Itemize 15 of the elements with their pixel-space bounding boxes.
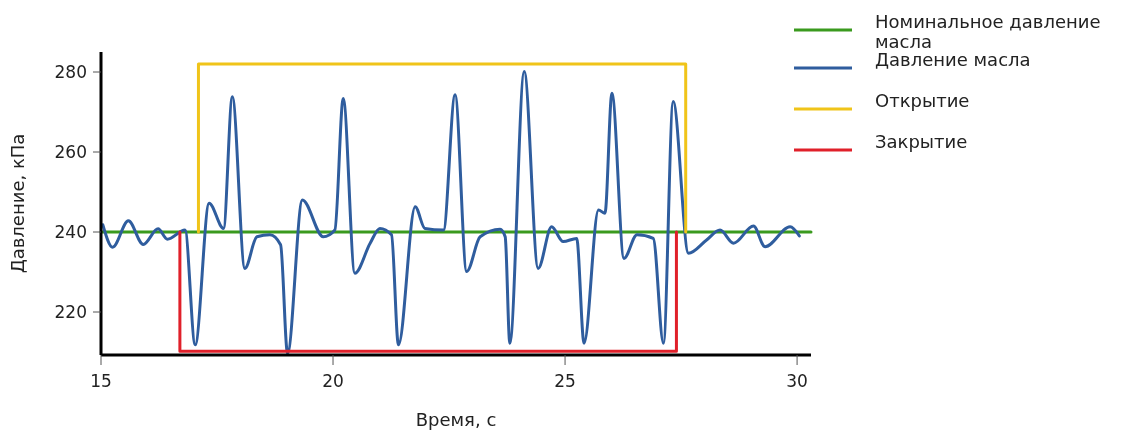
line-series [101,70,801,355]
x-tick-label: 20 [322,371,344,391]
y-axis-title: Давление, кПа [7,133,28,274]
y-tick-label: 240 [54,221,87,242]
legend-label: Номинальное давление масла [875,11,1101,52]
x-tick-label: 30 [786,371,808,391]
y-tick-label: 260 [54,141,87,162]
x-axis-title: Время, с [415,409,497,430]
legend-label: Открытие [875,90,970,111]
x-tick-label: 25 [554,371,576,391]
y-tick-label: 220 [54,301,87,322]
y-tick-label: 280 [54,61,87,82]
legend-label: Закрытие [875,131,968,152]
legend-label: Давление масла [875,49,1031,70]
x-tick-label: 15 [90,371,112,391]
